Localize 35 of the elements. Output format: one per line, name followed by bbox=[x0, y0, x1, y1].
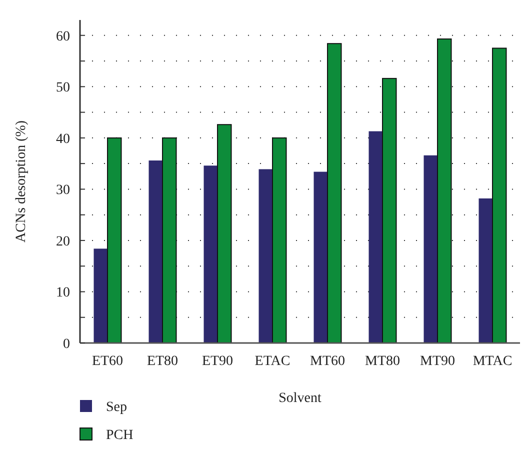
x-axis-title: Solvent bbox=[278, 391, 322, 406]
bar bbox=[492, 48, 507, 344]
legend-label: PCH bbox=[106, 428, 134, 443]
bar bbox=[94, 248, 108, 343]
bar bbox=[162, 137, 177, 344]
bar bbox=[478, 198, 492, 343]
bar bbox=[368, 131, 382, 343]
y-tick-label: 40 bbox=[56, 132, 70, 147]
bar bbox=[314, 172, 328, 343]
y-tick-label: 60 bbox=[56, 29, 70, 44]
x-tick-label: ET90 bbox=[202, 354, 234, 369]
bar bbox=[272, 137, 287, 344]
bar bbox=[382, 78, 397, 344]
bar bbox=[327, 43, 342, 344]
bar bbox=[204, 166, 218, 343]
y-axis-title: ACNs desorption (%) bbox=[14, 120, 29, 243]
x-tick-label: MT60 bbox=[310, 354, 345, 369]
bar bbox=[107, 137, 122, 344]
x-tick-label: ET60 bbox=[92, 354, 124, 369]
y-tick-label: 20 bbox=[56, 234, 70, 250]
x-tick-label: MT80 bbox=[365, 354, 400, 369]
x-tick-label: ETAC bbox=[254, 354, 290, 369]
bar bbox=[258, 169, 272, 343]
y-tick-label: 30 bbox=[56, 183, 70, 198]
y-tick-label: 0 bbox=[63, 336, 70, 352]
y-tick-label: 50 bbox=[56, 80, 70, 96]
y-tick-label: 10 bbox=[56, 286, 70, 301]
legend-label: Sep bbox=[106, 400, 127, 415]
x-tick-label: MT90 bbox=[420, 354, 455, 369]
x-tick-label: MTAC bbox=[472, 354, 512, 369]
bar bbox=[148, 160, 162, 343]
bar bbox=[437, 38, 452, 344]
bar bbox=[424, 155, 438, 343]
bar bbox=[217, 124, 232, 344]
x-tick-label: ET80 bbox=[146, 354, 178, 369]
